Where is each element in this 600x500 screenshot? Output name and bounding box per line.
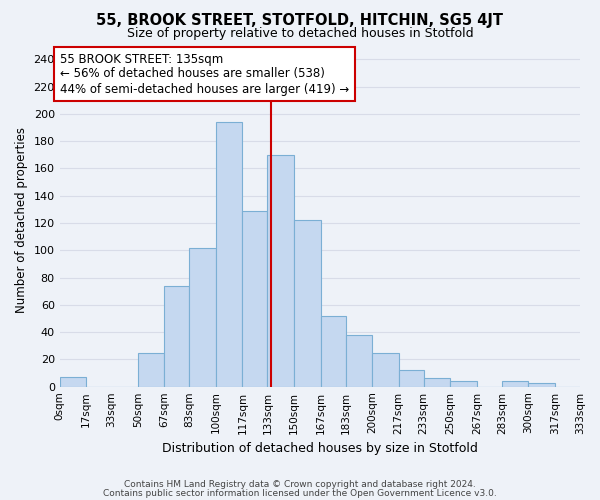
Bar (346, 335, 372, 386)
Bar (372, 352, 399, 386)
Bar (529, 382, 555, 386)
Bar (190, 248, 216, 386)
Bar (59, 377, 86, 386)
Bar (138, 352, 164, 386)
Bar (451, 381, 477, 386)
Text: Contains public sector information licensed under the Open Government Licence v3: Contains public sector information licen… (103, 489, 497, 498)
Bar (424, 378, 451, 386)
Text: Contains HM Land Registry data © Crown copyright and database right 2024.: Contains HM Land Registry data © Crown c… (124, 480, 476, 489)
Bar (320, 316, 346, 386)
Text: Size of property relative to detached houses in Stotfold: Size of property relative to detached ho… (127, 28, 473, 40)
Y-axis label: Number of detached properties: Number of detached properties (15, 126, 28, 312)
X-axis label: Distribution of detached houses by size in Stotfold: Distribution of detached houses by size … (162, 442, 478, 455)
Bar (294, 220, 320, 386)
Bar (502, 381, 529, 386)
Bar (216, 122, 242, 386)
Bar (399, 370, 424, 386)
Bar (268, 155, 294, 386)
Text: 55 BROOK STREET: 135sqm
← 56% of detached houses are smaller (538)
44% of semi-d: 55 BROOK STREET: 135sqm ← 56% of detache… (59, 52, 349, 96)
Bar (164, 286, 190, 386)
Bar (242, 210, 268, 386)
Text: 55, BROOK STREET, STOTFOLD, HITCHIN, SG5 4JT: 55, BROOK STREET, STOTFOLD, HITCHIN, SG5… (97, 12, 503, 28)
